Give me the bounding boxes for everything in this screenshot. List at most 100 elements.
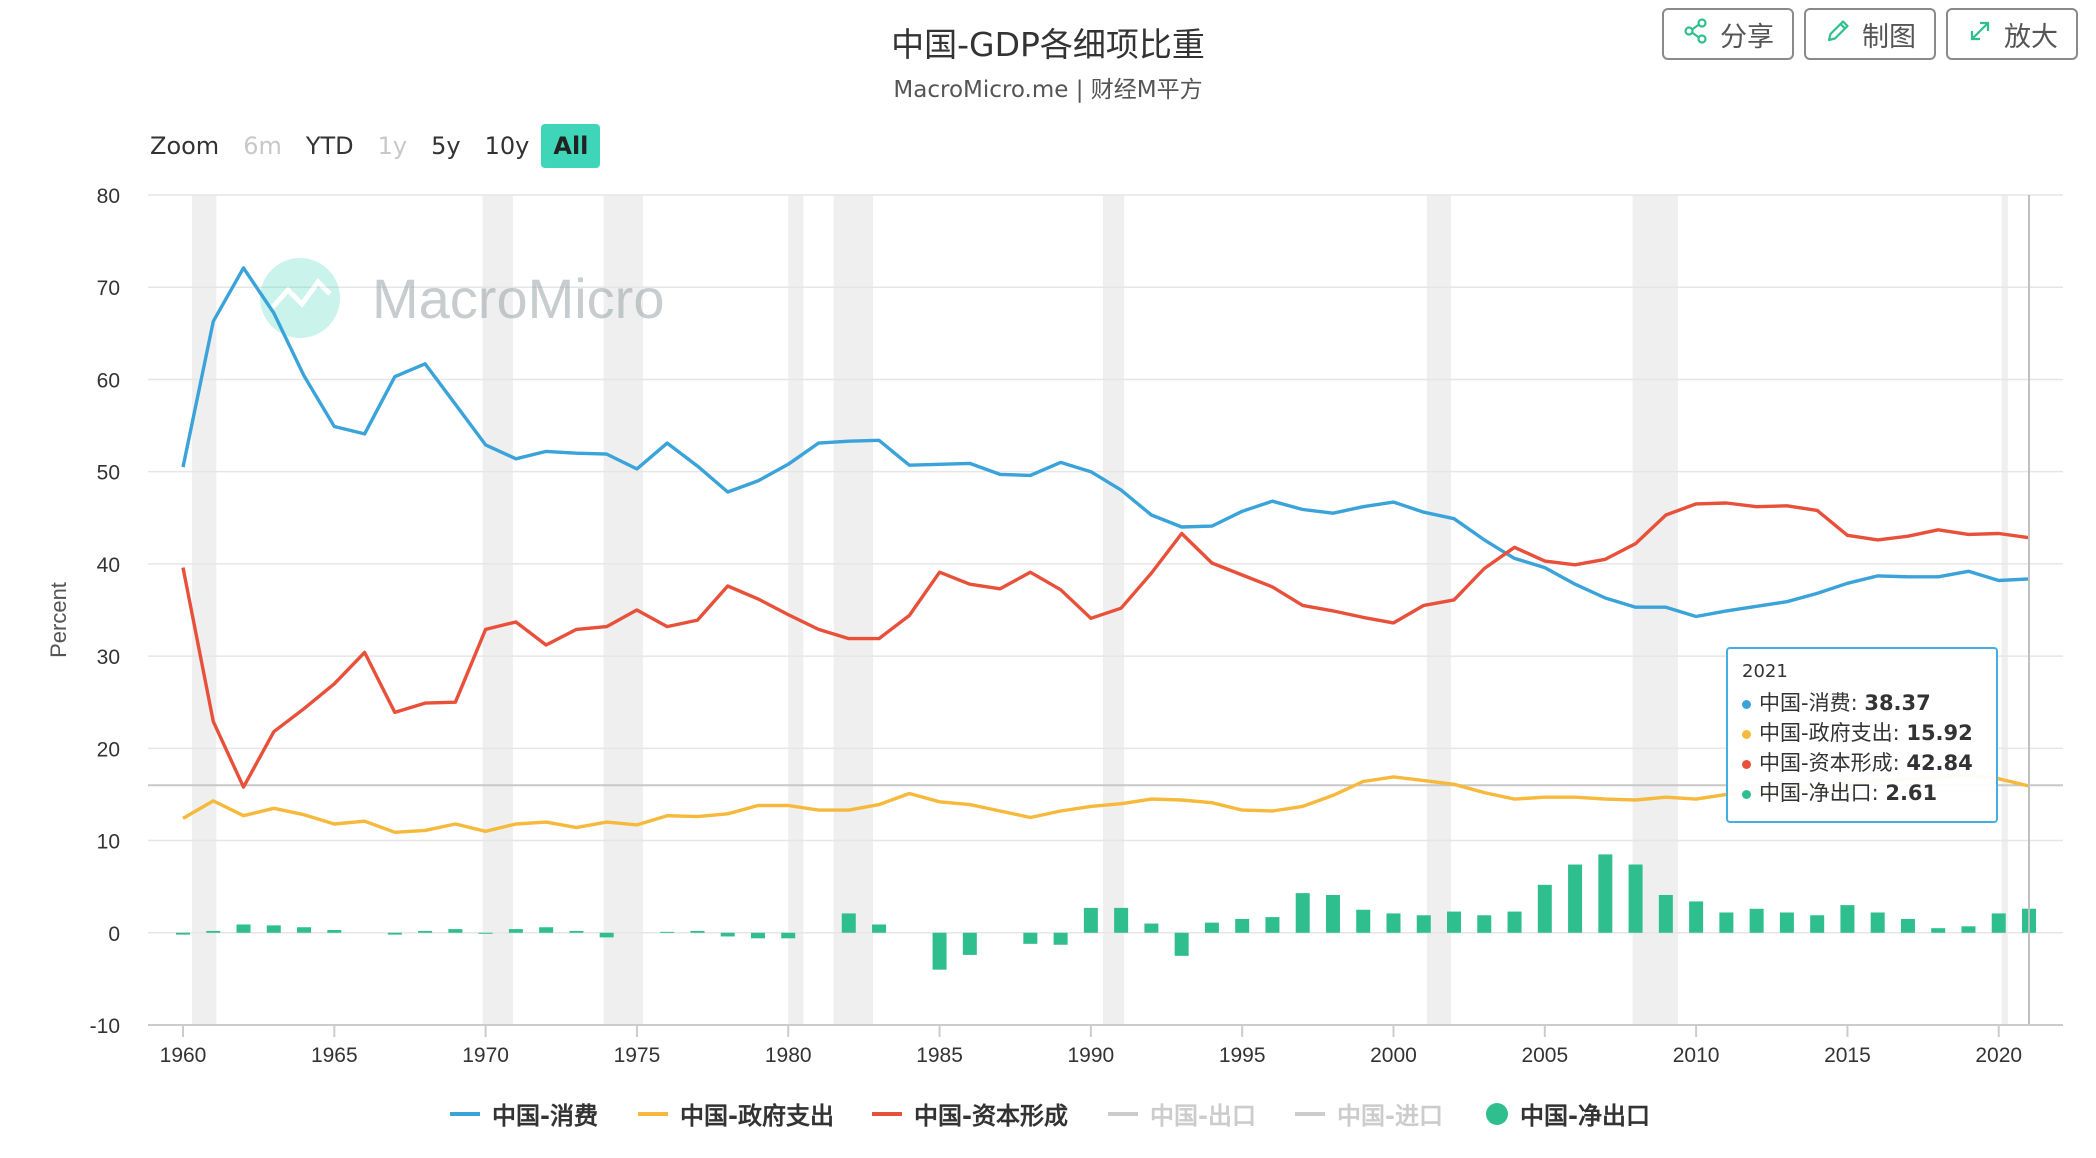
legend-item-net-exports[interactable]: 中国-净出口 bbox=[1486, 1096, 1650, 1131]
legend-label: 中国-出口 bbox=[1150, 1102, 1256, 1130]
net-exports-bar bbox=[569, 930, 584, 933]
legend-line-swatch bbox=[450, 1111, 480, 1116]
legend-item-government[interactable]: 中国-政府支出 bbox=[638, 1096, 834, 1131]
tooltip-label: 中国-政府支出: bbox=[1759, 721, 1907, 745]
net-exports-bar bbox=[1779, 912, 1794, 933]
legend-label: 中国-政府支出 bbox=[680, 1102, 834, 1130]
x-tick-label: 2005 bbox=[1521, 1044, 1568, 1067]
y-tick-label: 80 bbox=[97, 185, 120, 208]
net-exports-bar bbox=[387, 932, 402, 935]
zoom-all-button[interactable]: All bbox=[541, 124, 601, 168]
zoom-6m-button[interactable]: 6m bbox=[243, 132, 282, 160]
y-tick-label: 30 bbox=[97, 646, 120, 669]
net-exports-bar bbox=[1356, 909, 1371, 933]
net-exports-bar bbox=[1658, 894, 1673, 933]
net-exports-bar bbox=[1507, 911, 1522, 933]
recession-band bbox=[833, 195, 873, 1025]
share-label: 分享 bbox=[1720, 21, 1774, 53]
net-exports-bar bbox=[327, 930, 342, 933]
share-icon bbox=[1682, 17, 1710, 52]
legend-item-consumption[interactable]: 中国-消费 bbox=[450, 1096, 598, 1131]
net-exports-bar bbox=[1295, 893, 1310, 933]
zoom-1y-button[interactable]: 1y bbox=[377, 132, 408, 160]
x-tick-label: 2010 bbox=[1673, 1044, 1720, 1067]
watermark-icon bbox=[260, 258, 340, 338]
zoom-5y-button[interactable]: 5y bbox=[431, 132, 461, 160]
legend: 中国-消费 中国-政府支出 中国-资本形成 中国-出口 中国-进口 中国-净出口 bbox=[0, 1096, 2096, 1136]
tooltip: 2021 中国-消费: 38.37 中国-政府支出: 15.92 中国-资本形成… bbox=[1726, 647, 1998, 823]
net-exports-bar bbox=[1900, 918, 1915, 933]
y-tick-label: 50 bbox=[97, 462, 120, 485]
x-tick-label: 1975 bbox=[614, 1044, 661, 1067]
make-chart-label: 制图 bbox=[1862, 21, 1916, 53]
net-exports-bar bbox=[1325, 894, 1340, 933]
net-exports-bar bbox=[1477, 915, 1492, 933]
net-exports-bar bbox=[297, 927, 312, 933]
share-button[interactable]: 分享 bbox=[1662, 8, 1794, 60]
legend-label: 中国-净出口 bbox=[1520, 1102, 1650, 1130]
net-exports-bar bbox=[1144, 923, 1159, 933]
tooltip-row: 中国-资本形成: 42.84 bbox=[1742, 748, 1996, 778]
legend-item-imports[interactable]: 中国-进口 bbox=[1295, 1096, 1443, 1131]
legend-circle-swatch bbox=[1486, 1102, 1508, 1125]
legend-item-exports[interactable]: 中国-出口 bbox=[1108, 1096, 1256, 1131]
x-tick-label: 2020 bbox=[1975, 1044, 2022, 1067]
net-exports-bar bbox=[1719, 912, 1734, 933]
zoom-ytd-button[interactable]: YTD bbox=[305, 132, 354, 160]
chart-title: 中国-GDP各细项比重 bbox=[891, 25, 1205, 64]
zoom-label: Zoom bbox=[150, 132, 220, 160]
tooltip-row: 中国-政府支出: 15.92 bbox=[1742, 718, 1996, 748]
y-tick-label: 0 bbox=[108, 923, 120, 946]
watermark-logo bbox=[260, 258, 340, 338]
net-exports-bar bbox=[176, 932, 190, 935]
government-spending-line bbox=[182, 773, 2030, 834]
make-chart-button[interactable]: 制图 bbox=[1804, 8, 1936, 60]
tooltip-value: 2.61 bbox=[1885, 781, 1938, 805]
net-exports-bar bbox=[1447, 911, 1462, 933]
net-exports-bar bbox=[660, 931, 675, 933]
watermark-text: MacroMicro bbox=[372, 267, 664, 330]
net-exports-bar bbox=[720, 932, 735, 937]
net-exports-bar bbox=[206, 930, 221, 933]
tooltip-value: 38.37 bbox=[1864, 691, 1931, 715]
net-exports-bar bbox=[1689, 901, 1704, 933]
net-exports-bar bbox=[932, 932, 947, 970]
x-tick-label: 1960 bbox=[160, 1044, 207, 1067]
expand-button[interactable]: 放大 bbox=[1946, 8, 2078, 60]
y-tick-label: 60 bbox=[97, 369, 120, 392]
tooltip-date: 2021 bbox=[1742, 661, 1788, 682]
net-exports-bar bbox=[418, 930, 433, 933]
tooltip-row: 中国-消费: 38.37 bbox=[1742, 688, 1996, 718]
net-exports-bar bbox=[1053, 932, 1068, 945]
net-exports-bar bbox=[448, 929, 463, 933]
net-exports-bar bbox=[1204, 922, 1219, 933]
net-exports-bar bbox=[1598, 854, 1613, 933]
net-exports-bar bbox=[1628, 864, 1643, 933]
net-exports-bar bbox=[1991, 913, 2006, 933]
net-exports-bar bbox=[1114, 907, 1129, 933]
net-exports-bar bbox=[750, 932, 765, 939]
capital-formation-line bbox=[181, 501, 2030, 789]
x-tick-label: 1970 bbox=[462, 1044, 509, 1067]
net-exports-bar bbox=[1416, 915, 1431, 933]
y-tick-label: 40 bbox=[97, 554, 120, 577]
recession-band bbox=[482, 195, 513, 1025]
net-exports-bar bbox=[962, 932, 977, 955]
tooltip-dot bbox=[1742, 759, 1751, 769]
net-exports-bar bbox=[1386, 913, 1401, 933]
tooltip-label: 中国-资本形成: bbox=[1759, 751, 1907, 775]
net-exports-bar bbox=[1174, 932, 1189, 956]
net-exports-bar bbox=[1537, 884, 1552, 933]
legend-item-capital[interactable]: 中国-资本形成 bbox=[872, 1096, 1068, 1131]
chart-subtitle: MacroMicro.me | 财经M平方 bbox=[893, 77, 1203, 103]
expand-icon bbox=[1966, 17, 1994, 52]
x-tick-label: 1980 bbox=[765, 1044, 812, 1067]
zoom-10y-button[interactable]: 10y bbox=[484, 132, 530, 160]
net-exports-bar bbox=[1083, 907, 1098, 933]
tooltip-dot bbox=[1742, 699, 1751, 709]
net-exports-bar bbox=[599, 932, 614, 938]
y-tick-label: 70 bbox=[97, 277, 120, 300]
legend-label: 中国-进口 bbox=[1337, 1102, 1443, 1130]
toolbar: 分享 制图 放大 bbox=[1662, 8, 2078, 60]
